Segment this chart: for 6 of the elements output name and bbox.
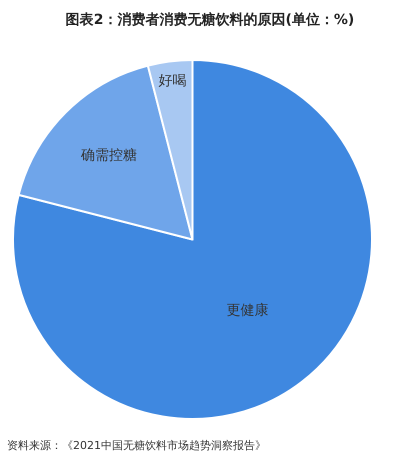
pie-slice	[12, 59, 373, 420]
slice-label: 更健康	[226, 302, 269, 318]
text: 资料来源：《2021中国无糖饮料市场趋势洞察报告》	[7, 439, 266, 452]
slice-label: 确需控糖	[80, 147, 137, 164]
chart-title: 图表2：消费者消费无糖饮料的原因(单位：%)	[66, 10, 354, 28]
slice-label: 好喝	[158, 73, 187, 90]
